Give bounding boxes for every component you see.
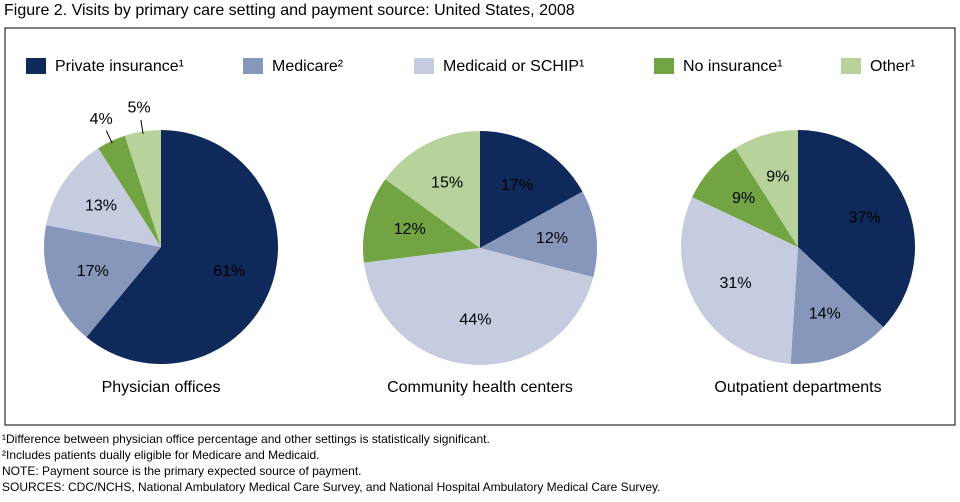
- footnote: ¹Difference between physician office per…: [2, 432, 490, 446]
- pie-slice: [790, 247, 884, 364]
- pie-label: Physician offices: [102, 379, 221, 396]
- footnote: ²Includes patients dually eligible for M…: [2, 448, 320, 462]
- slice-label: 37%: [849, 209, 881, 226]
- slice-label: 9%: [766, 169, 789, 186]
- slice-label: 12%: [394, 221, 426, 238]
- legend-label: Private insurance¹: [55, 58, 184, 75]
- slice-label: 61%: [213, 263, 245, 280]
- legend-swatch: [654, 58, 674, 74]
- footnote: SOURCES: CDC/NCHS, National Ambulatory M…: [2, 480, 660, 494]
- legend-label: Medicare²: [272, 58, 344, 75]
- pie-slice: [124, 130, 161, 247]
- slice-label: 17%: [77, 263, 109, 280]
- footnote: NOTE: Payment source is the primary expe…: [2, 464, 361, 478]
- figure-title: Figure 2. Visits by primary care setting…: [4, 2, 575, 19]
- legend-label: Medicaid or SCHIP¹: [443, 58, 584, 75]
- slice-label: 13%: [85, 197, 117, 214]
- legend-label: No insurance¹: [683, 58, 783, 75]
- pie-slice: [798, 130, 916, 328]
- pie-slice: [98, 135, 161, 247]
- pie-slice: [385, 131, 480, 248]
- slice-label: 4%: [90, 111, 113, 128]
- legend-label: Other¹: [870, 58, 915, 75]
- slice-label: 5%: [127, 100, 150, 117]
- pie-slice: [480, 191, 597, 278]
- slice-label: 15%: [431, 175, 463, 192]
- legend-swatch: [841, 58, 861, 74]
- slice-label: 12%: [536, 230, 568, 247]
- legend-swatch: [243, 58, 263, 74]
- pie-slice: [692, 148, 798, 247]
- pie-slice: [363, 248, 594, 365]
- legend-swatch: [414, 58, 434, 74]
- chart-frame: [4, 27, 956, 426]
- slice-label: 9%: [732, 190, 755, 207]
- leader-line: [105, 130, 113, 144]
- pie-slice: [735, 130, 798, 247]
- pie-slice: [681, 197, 798, 364]
- pie-label: Community health centers: [387, 379, 573, 396]
- pie-slice: [363, 179, 480, 263]
- slice-label: 44%: [459, 312, 491, 329]
- slice-label: 14%: [809, 306, 841, 323]
- pie-slice: [480, 131, 583, 248]
- slice-label: 31%: [720, 275, 752, 292]
- slice-label: 17%: [501, 177, 533, 194]
- pie-slice: [46, 148, 162, 247]
- pie-label: Outpatient departments: [714, 379, 881, 396]
- pie-slice: [44, 225, 161, 338]
- legend-swatch: [26, 58, 46, 74]
- leader-line: [140, 119, 144, 134]
- pie-slice: [86, 130, 279, 364]
